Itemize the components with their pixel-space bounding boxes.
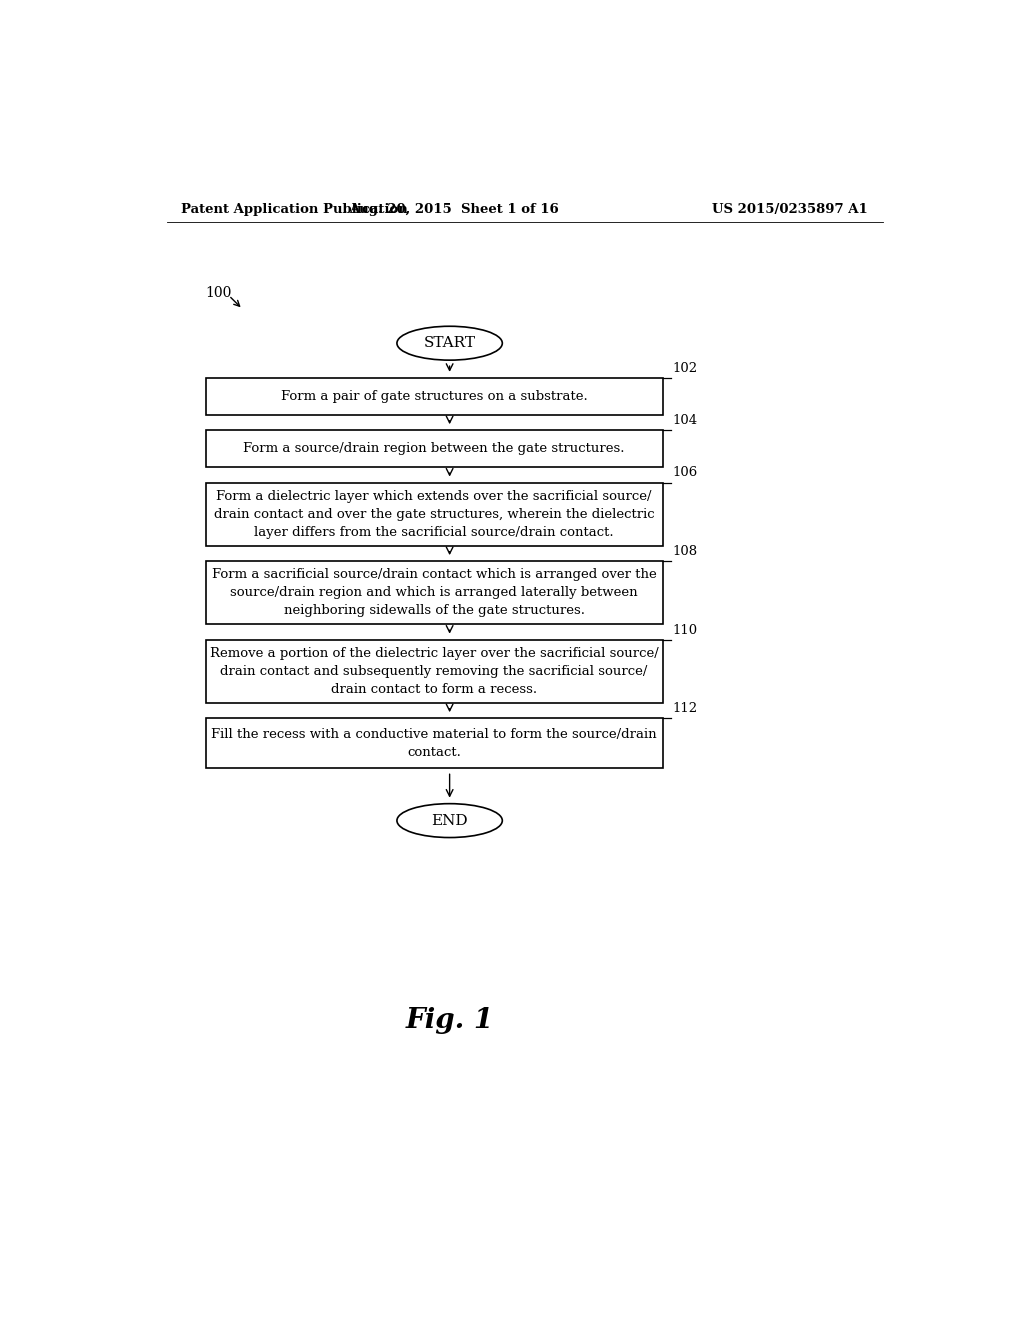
Text: Form a dielectric layer which extends over the sacrificial source/
drain contact: Form a dielectric layer which extends ov…: [214, 490, 654, 539]
Text: 108: 108: [673, 545, 698, 558]
Text: Form a sacrificial source/drain contact which is arranged over the
source/drain : Form a sacrificial source/drain contact …: [212, 568, 656, 618]
Text: Form a pair of gate structures on a substrate.: Form a pair of gate structures on a subs…: [281, 389, 588, 403]
Text: 112: 112: [673, 702, 698, 715]
Text: Aug. 20, 2015  Sheet 1 of 16: Aug. 20, 2015 Sheet 1 of 16: [348, 203, 558, 216]
Text: 102: 102: [673, 362, 698, 375]
Text: START: START: [424, 337, 475, 350]
Text: Remove a portion of the dielectric layer over the sacrificial source/
drain cont: Remove a portion of the dielectric layer…: [210, 647, 658, 696]
Text: 104: 104: [673, 414, 698, 428]
Text: Fill the recess with a conductive material to form the source/drain
contact.: Fill the recess with a conductive materi…: [211, 727, 657, 759]
Text: Patent Application Publication: Patent Application Publication: [180, 203, 408, 216]
Text: Fig. 1: Fig. 1: [406, 1007, 494, 1035]
Text: US 2015/0235897 A1: US 2015/0235897 A1: [713, 203, 868, 216]
Text: 100: 100: [206, 286, 231, 300]
Text: END: END: [431, 813, 468, 828]
Text: Form a source/drain region between the gate structures.: Form a source/drain region between the g…: [244, 442, 625, 455]
Text: 106: 106: [673, 466, 698, 479]
Text: 110: 110: [673, 623, 698, 636]
